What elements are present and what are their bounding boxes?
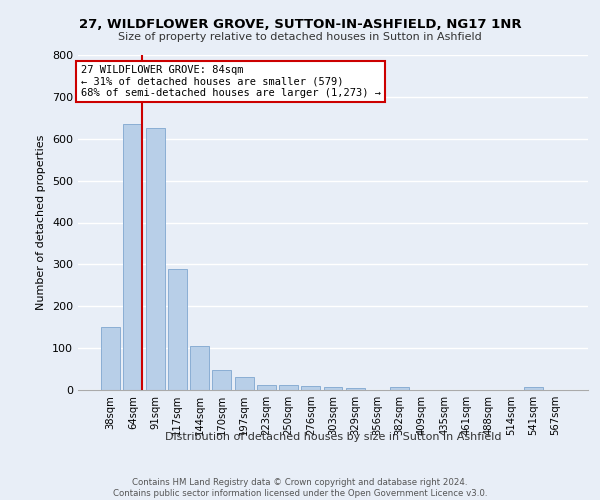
Text: Contains HM Land Registry data © Crown copyright and database right 2024.
Contai: Contains HM Land Registry data © Crown c… <box>113 478 487 498</box>
Bar <box>235 378 254 390</box>
Text: Distribution of detached houses by size in Sutton in Ashfield: Distribution of detached houses by size … <box>165 432 501 442</box>
Text: 27, WILDFLOWER GROVE, SUTTON-IN-ASHFIELD, NG17 1NR: 27, WILDFLOWER GROVE, SUTTON-IN-ASHFIELD… <box>79 18 521 30</box>
Bar <box>524 386 542 390</box>
Bar <box>257 385 276 390</box>
Y-axis label: Number of detached properties: Number of detached properties <box>37 135 46 310</box>
Bar <box>101 327 120 390</box>
Bar <box>190 346 209 390</box>
Bar <box>146 128 164 390</box>
Bar <box>212 370 231 390</box>
Bar <box>323 386 343 390</box>
Bar <box>168 268 187 390</box>
Bar <box>279 385 298 390</box>
Bar <box>346 388 365 390</box>
Text: 27 WILDFLOWER GROVE: 84sqm
← 31% of detached houses are smaller (579)
68% of sem: 27 WILDFLOWER GROVE: 84sqm ← 31% of deta… <box>80 65 380 98</box>
Bar <box>124 124 142 390</box>
Text: Size of property relative to detached houses in Sutton in Ashfield: Size of property relative to detached ho… <box>118 32 482 42</box>
Bar <box>390 386 409 390</box>
Bar <box>301 386 320 390</box>
